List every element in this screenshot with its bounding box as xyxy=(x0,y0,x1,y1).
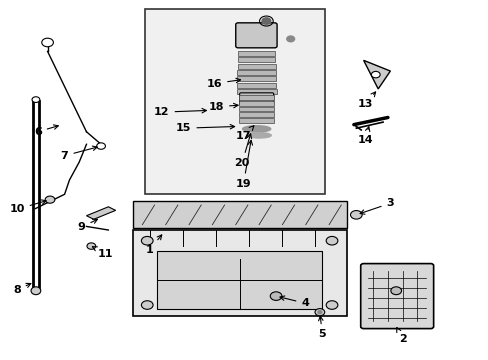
FancyBboxPatch shape xyxy=(239,118,274,123)
Circle shape xyxy=(45,196,55,203)
Circle shape xyxy=(97,143,105,149)
FancyBboxPatch shape xyxy=(132,202,346,228)
Text: 16: 16 xyxy=(206,78,240,89)
FancyBboxPatch shape xyxy=(157,251,322,309)
FancyBboxPatch shape xyxy=(239,101,274,106)
Circle shape xyxy=(141,301,153,309)
Ellipse shape xyxy=(31,287,41,295)
Circle shape xyxy=(32,97,40,103)
Circle shape xyxy=(325,301,337,309)
FancyBboxPatch shape xyxy=(132,230,346,316)
FancyBboxPatch shape xyxy=(237,70,275,75)
Ellipse shape xyxy=(242,126,270,132)
Text: 10: 10 xyxy=(9,200,46,214)
Text: 3: 3 xyxy=(359,198,393,214)
Circle shape xyxy=(317,311,321,314)
Circle shape xyxy=(270,292,282,300)
FancyBboxPatch shape xyxy=(144,9,324,194)
Text: 4: 4 xyxy=(280,296,308,308)
Text: 20: 20 xyxy=(234,134,251,168)
Text: 12: 12 xyxy=(154,107,206,117)
FancyBboxPatch shape xyxy=(239,93,273,105)
Text: 9: 9 xyxy=(78,219,97,232)
Text: 17: 17 xyxy=(235,126,253,141)
FancyBboxPatch shape xyxy=(237,83,276,88)
Text: 8: 8 xyxy=(13,283,31,295)
Polygon shape xyxy=(363,60,389,89)
FancyBboxPatch shape xyxy=(238,57,275,62)
FancyBboxPatch shape xyxy=(239,95,274,100)
Circle shape xyxy=(325,237,337,245)
Text: 6: 6 xyxy=(34,125,58,137)
FancyBboxPatch shape xyxy=(237,76,276,81)
Circle shape xyxy=(314,309,324,316)
Text: 13: 13 xyxy=(357,92,375,109)
Circle shape xyxy=(286,36,294,42)
Ellipse shape xyxy=(246,133,271,138)
Circle shape xyxy=(390,287,401,295)
Circle shape xyxy=(262,18,270,24)
Circle shape xyxy=(141,237,153,245)
Polygon shape xyxy=(86,207,116,219)
Text: 1: 1 xyxy=(145,235,162,255)
Text: 5: 5 xyxy=(318,316,325,339)
FancyBboxPatch shape xyxy=(235,23,277,48)
Circle shape xyxy=(371,71,379,78)
FancyBboxPatch shape xyxy=(237,64,275,68)
FancyBboxPatch shape xyxy=(239,107,274,111)
FancyBboxPatch shape xyxy=(239,112,274,117)
Circle shape xyxy=(41,38,53,47)
Text: 15: 15 xyxy=(176,123,234,133)
Text: 18: 18 xyxy=(208,102,238,112)
FancyBboxPatch shape xyxy=(236,89,276,94)
Text: 14: 14 xyxy=(357,127,372,145)
Text: 11: 11 xyxy=(92,247,113,259)
Circle shape xyxy=(350,211,362,219)
Text: 2: 2 xyxy=(396,328,406,344)
Text: 7: 7 xyxy=(61,146,97,161)
Text: 19: 19 xyxy=(235,140,252,189)
FancyBboxPatch shape xyxy=(360,264,433,329)
FancyBboxPatch shape xyxy=(238,51,275,56)
Circle shape xyxy=(87,243,96,249)
